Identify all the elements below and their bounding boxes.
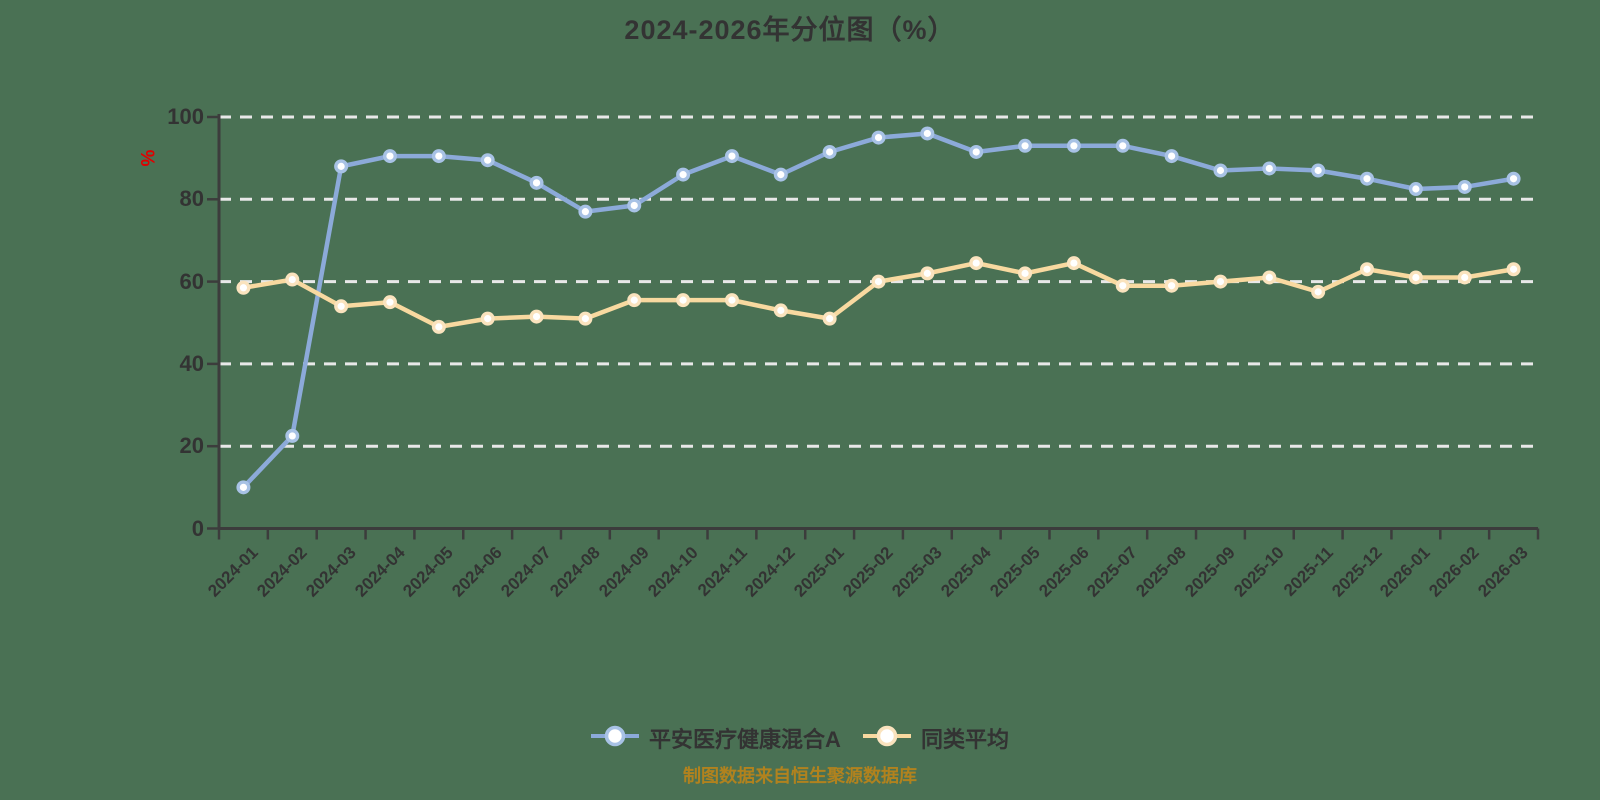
data-point-average [480,311,495,326]
data-point-average [334,299,349,314]
data-point-average [1408,270,1423,285]
data-point-average [773,303,788,318]
y-axis-tick-label: 60 [179,268,204,294]
data-point-average [1066,256,1081,271]
data-point-fund [773,167,788,182]
chart-legend: 平安医疗健康混合A 同类平均 [0,716,1600,760]
data-point-average [1457,270,1472,285]
data-point-fund [969,144,984,159]
data-point-fund [822,144,837,159]
y-axis-tick-label: 100 [167,104,204,129]
data-point-average [1506,262,1521,277]
data-point-fund [1457,179,1472,194]
data-point-average [871,274,886,289]
data-point-fund [1018,138,1033,153]
y-axis-tick-label: 20 [179,433,204,459]
data-point-average [236,280,251,295]
data-point-fund [871,130,886,145]
data-point-fund [1115,138,1130,153]
y-axis-tick-label: 40 [179,350,204,376]
data-source-note: 制图数据来自恒生聚源数据库 [683,766,917,786]
data-point-average [1164,278,1179,293]
legend-label-fund: 平安医疗健康混合A [649,727,841,752]
data-point-fund [480,153,495,168]
data-point-average [1115,278,1130,293]
legend-item-average[interactable]: 同类平均 [862,722,1009,754]
data-point-average [969,256,984,271]
data-point-fund [1262,161,1277,176]
series-line-fund [241,131,1516,490]
data-point-average [1018,266,1033,281]
data-point-average [285,272,300,287]
data-point-fund [676,167,691,182]
data-point-average [1262,270,1277,285]
line-marker-icon [591,723,640,754]
data-point-average [382,295,397,310]
data-point-fund [627,198,642,213]
data-point-fund [334,159,349,174]
data-point-average [822,311,837,326]
data-point-fund [724,149,739,164]
data-point-average [1311,284,1326,299]
legend-item-fund[interactable]: 平安医疗健康混合A [591,722,841,754]
line-marker-icon [862,723,911,754]
data-point-average [1360,262,1375,277]
data-point-fund [431,149,446,164]
data-point-average [920,266,935,281]
data-point-fund [1213,163,1228,178]
data-point-fund [1066,138,1081,153]
data-point-fund [1506,171,1521,186]
data-point-fund [382,149,397,164]
data-point-fund [1164,149,1179,164]
data-point-average [627,293,642,308]
data-point-average [431,319,446,334]
data-point-average [1213,274,1228,289]
data-point-fund [578,204,593,219]
y-axis-tick-label: 0 [191,515,204,541]
legend-label-average: 同类平均 [920,727,1009,752]
data-point-fund [920,126,935,141]
data-point-fund [529,175,544,190]
data-point-fund [285,428,300,443]
data-point-average [676,293,691,308]
data-point-fund [236,480,251,495]
data-point-fund [1408,182,1423,197]
y-axis-tick-label: 80 [179,186,204,212]
data-point-average [529,309,544,324]
data-point-fund [1360,171,1375,186]
chart-title: 2024-2026年分位图（%） [624,15,956,45]
data-point-average [724,293,739,308]
data-point-fund [1311,163,1326,178]
data-point-average [578,311,593,326]
